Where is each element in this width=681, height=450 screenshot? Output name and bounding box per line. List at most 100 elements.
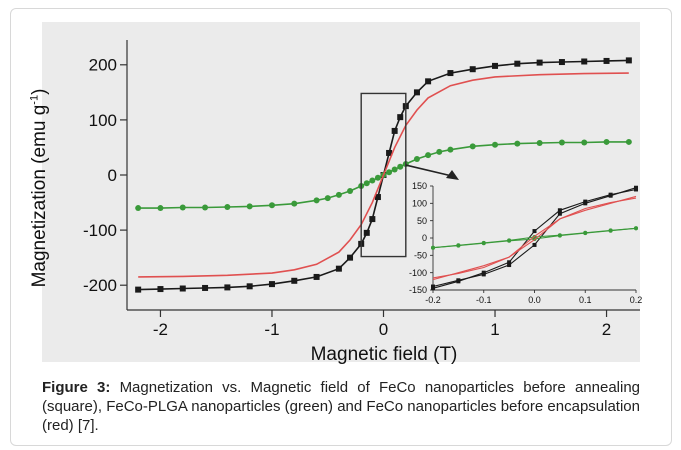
inset-data-point-square <box>532 229 537 234</box>
main-data-point-circle <box>347 187 354 194</box>
inset-data-point-square <box>634 185 638 190</box>
main-data-point-circle <box>413 156 420 163</box>
main-data-point-square <box>347 254 354 261</box>
main-x-tick-label: -1 <box>264 320 279 339</box>
caption-text: Magnetization vs. Magnetic field of FeCo… <box>42 379 641 434</box>
main-data-point-circle <box>603 138 610 145</box>
x-axis-label: Magnetic field (T) <box>310 344 458 365</box>
inset-x-tick-label: 0.1 <box>579 295 592 305</box>
inset-series-line <box>432 195 637 279</box>
main-data-point-square <box>391 127 398 134</box>
main-data-point-square <box>291 277 298 284</box>
main-data-point-square <box>514 60 521 67</box>
main-data-point-circle <box>391 166 398 173</box>
main-data-point-square <box>581 58 588 65</box>
main-data-point-circle <box>469 143 476 150</box>
inset-data-point-square <box>456 278 461 283</box>
main-data-point-square <box>157 286 164 293</box>
zoom-region-box <box>360 92 407 258</box>
main-data-point-circle <box>157 205 164 212</box>
inset-data-point-circle <box>583 231 588 236</box>
inset-y-tick-label: -100 <box>409 268 427 278</box>
inset-data-point-circle <box>481 241 486 246</box>
main-data-point-square <box>179 285 186 292</box>
main-data-point-circle <box>224 203 231 210</box>
main-y-tick-label: 200 <box>89 56 117 75</box>
main-data-point-square <box>374 194 381 201</box>
inset-x-tick-label: -0.1 <box>476 295 492 305</box>
main-data-point-square <box>202 284 209 291</box>
main-data-point-circle <box>291 200 298 207</box>
main-data-point-circle <box>374 174 381 181</box>
inset-data-point-circle <box>557 233 562 238</box>
inset-data-point-circle <box>608 228 613 233</box>
main-data-point-circle <box>268 202 275 209</box>
main-data-point-square <box>363 229 370 236</box>
inset-x-tick-label: -0.2 <box>425 295 441 305</box>
main-data-point-circle <box>179 204 186 211</box>
inset-x-tick-label: 0.2 <box>630 295 643 305</box>
main-data-point-circle <box>324 195 331 202</box>
inset-data-point-circle <box>507 238 512 243</box>
main-data-point-circle <box>425 152 432 159</box>
main-x-tick-label: -2 <box>153 320 168 339</box>
main-data-point-square <box>447 70 454 77</box>
main-data-point-square <box>135 286 142 293</box>
main-data-point-square <box>536 59 543 66</box>
main-data-point-circle <box>313 197 320 204</box>
main-x-tick-label: 0 <box>379 320 388 339</box>
main-data-point-square <box>469 66 476 73</box>
main-x-tick-label: 1 <box>490 320 499 339</box>
inset-data-point-circle <box>456 243 461 248</box>
inset-data-point-square <box>431 284 435 289</box>
main-y-tick-label: -100 <box>83 221 117 240</box>
main-data-point-square <box>386 149 393 156</box>
main-data-point-square <box>224 284 231 291</box>
figure-caption: Figure 3: Magnetization vs. Magnetic fie… <box>42 378 640 435</box>
main-data-point-circle <box>369 177 376 184</box>
y-axis-label: Magnetization (emu g-1) <box>28 88 50 288</box>
zoom-arrow-line <box>405 164 453 177</box>
inset-data-point-square <box>557 211 562 216</box>
zoom-arrow-head <box>446 170 459 180</box>
main-data-point-circle <box>436 148 443 155</box>
main-data-point-circle <box>558 139 565 146</box>
main-data-point-circle <box>536 140 543 147</box>
main-data-point-square <box>558 59 565 66</box>
main-y-tick-label: -200 <box>83 276 117 295</box>
inset-data-point-square <box>608 193 613 198</box>
inset-data-point-square <box>507 263 512 268</box>
inset-y-tick-label: 100 <box>412 198 427 208</box>
inset-data-point-square <box>557 208 562 213</box>
main-x-tick-label: 2 <box>602 320 611 339</box>
main-data-point-circle <box>581 139 588 146</box>
inset-data-point-square <box>481 272 486 277</box>
main-data-point-circle <box>246 203 253 210</box>
inset-y-tick-label: -150 <box>409 285 427 295</box>
main-data-point-square <box>603 57 610 64</box>
main-data-point-square <box>335 265 342 272</box>
inset-series-line <box>432 197 637 281</box>
main-series-line <box>138 72 629 278</box>
inset-y-tick-label: 50 <box>417 216 427 226</box>
main-data-point-circle <box>386 169 393 176</box>
main-data-point-circle <box>363 180 370 187</box>
inset-x-tick-label: 0.0 <box>528 295 541 305</box>
inset-y-tick-label: -50 <box>414 250 427 260</box>
main-data-point-square <box>246 283 253 290</box>
inset-y-tick-label: 150 <box>412 181 427 191</box>
caption-label: Figure 3: <box>42 379 111 396</box>
main-data-point-square <box>425 78 432 85</box>
main-data-point-circle <box>202 204 209 211</box>
inset-data-point-circle <box>634 226 638 231</box>
main-data-point-square <box>313 273 320 280</box>
inset-data-point-square <box>507 260 512 265</box>
main-data-point-circle <box>492 141 499 148</box>
main-data-point-square <box>369 216 376 223</box>
main-data-point-square <box>268 281 275 288</box>
main-data-point-square <box>625 57 632 64</box>
main-y-tick-label: 100 <box>89 111 117 130</box>
main-data-point-square <box>492 62 499 69</box>
inset-y-tick-label: 0 <box>422 233 427 243</box>
inset-data-point-circle <box>431 245 435 250</box>
